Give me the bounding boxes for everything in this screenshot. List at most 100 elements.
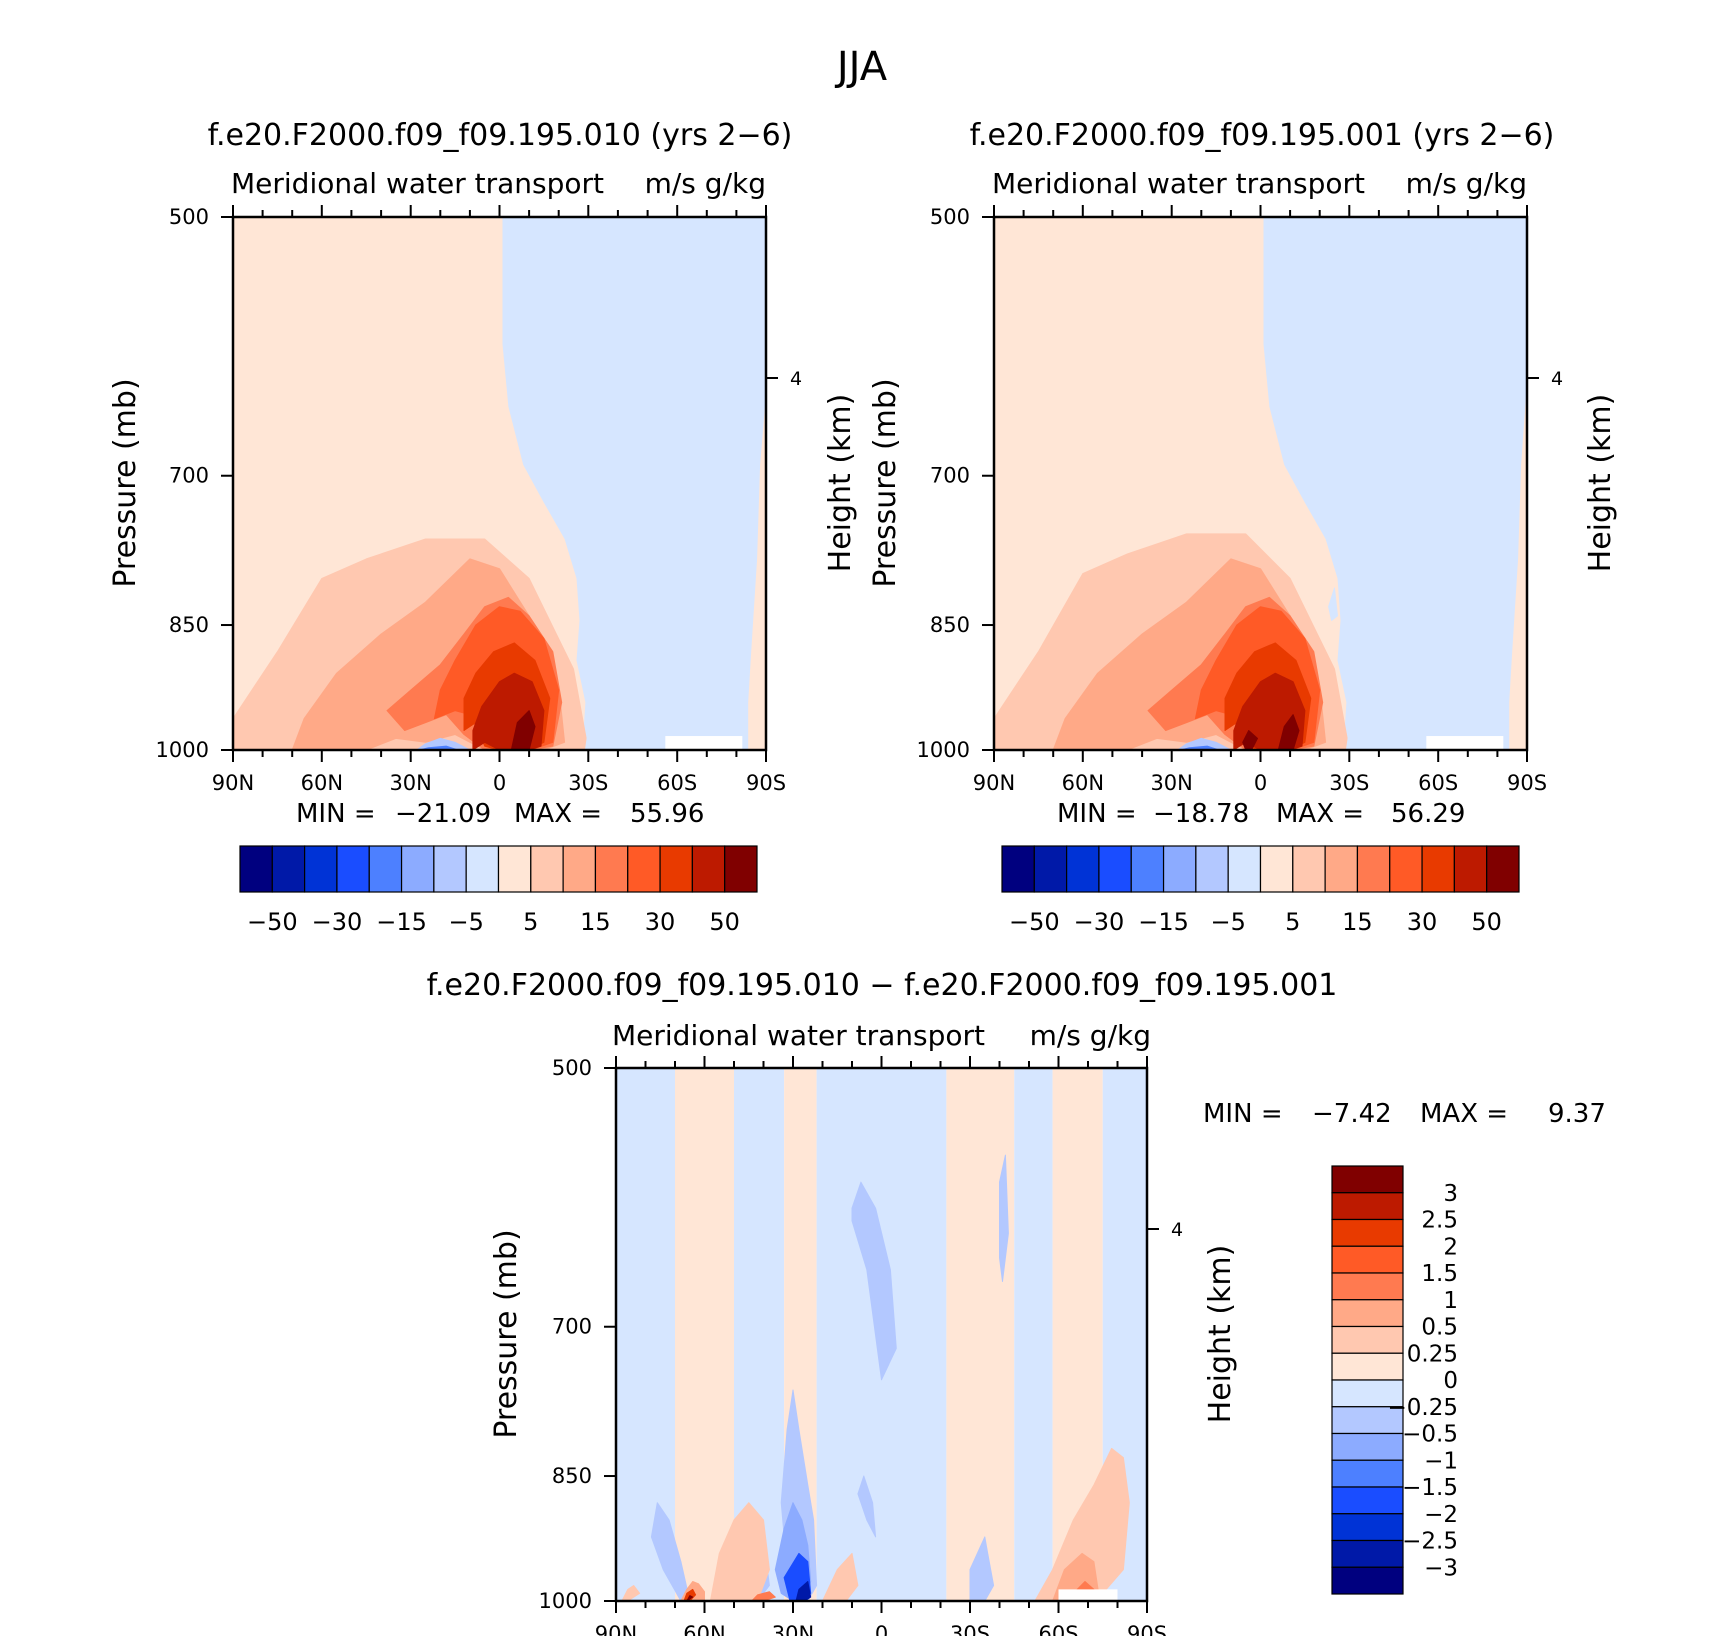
colorbar-box bbox=[1421, 845, 1455, 893]
contour-band bbox=[616, 1068, 675, 1601]
contour-region bbox=[686, 1595, 694, 1602]
colorbar-label: −1 bbox=[1424, 1448, 1458, 1474]
contour-band bbox=[675, 1068, 734, 1601]
panel-right-title: m/s g/kg bbox=[645, 167, 766, 200]
y-tick-label: 850 bbox=[930, 613, 970, 637]
panel-subtitle: f.e20.F2000.f09_f09.195.001 (yrs 2−6) bbox=[970, 118, 1555, 153]
stats-max: 56.29 bbox=[1391, 799, 1465, 829]
stats-min-label: MIN = bbox=[1203, 1099, 1283, 1129]
x-tick-label: 30N bbox=[772, 1622, 814, 1636]
colorbar-box bbox=[1331, 1218, 1404, 1247]
colorbar-label: −5 bbox=[1210, 908, 1245, 936]
colorbar-box bbox=[1324, 845, 1359, 893]
colorbar-box bbox=[271, 845, 306, 893]
x-tick-label: 60S bbox=[657, 771, 697, 795]
colorbar-box bbox=[1331, 1513, 1404, 1542]
x-tick-label: 90N bbox=[212, 771, 254, 795]
x-tick-label: 0 bbox=[493, 771, 506, 795]
y2-axis-label: Height (km) bbox=[1583, 394, 1618, 573]
colorbar-label: 0.5 bbox=[1421, 1315, 1458, 1341]
colorbar-label: −5 bbox=[448, 908, 483, 936]
colorbar-label: 30 bbox=[1407, 908, 1438, 936]
colorbar-box bbox=[1292, 845, 1326, 893]
stats-max: 55.96 bbox=[630, 799, 704, 829]
stats-min-label: MIN = bbox=[296, 799, 376, 829]
colorbar-label: 0 bbox=[1443, 1368, 1458, 1394]
colorbar-box bbox=[1162, 845, 1197, 893]
colorbar-label: −2.5 bbox=[1402, 1529, 1458, 1555]
colorbar-box bbox=[562, 845, 597, 893]
x-tick-label: 30S bbox=[1329, 771, 1369, 795]
x-tick-label: 90N bbox=[973, 771, 1015, 795]
x-tick-label: 90S bbox=[1127, 1622, 1167, 1636]
colorbar-label: −0.25 bbox=[1388, 1395, 1458, 1421]
panel-left-title: Meridional water transport bbox=[612, 1019, 985, 1052]
panel-right-title: m/s g/kg bbox=[1030, 1019, 1151, 1052]
figure-title: JJA bbox=[834, 44, 888, 90]
contour-band bbox=[1014, 1068, 1053, 1601]
colorbar-box bbox=[691, 845, 726, 893]
x-tick-label: 60N bbox=[301, 771, 343, 795]
colorbar-label: −1.5 bbox=[1402, 1475, 1458, 1501]
panel-right-title: m/s g/kg bbox=[1406, 167, 1527, 200]
colorbar-box bbox=[1331, 1379, 1404, 1408]
panel-subtitle: f.e20.F2000.f09_f09.195.010 (yrs 2−6) bbox=[208, 118, 793, 153]
colorbar-box bbox=[1331, 1192, 1404, 1221]
colorbar-box bbox=[497, 845, 532, 893]
colorbar-box bbox=[530, 845, 564, 893]
missing-data bbox=[665, 736, 743, 750]
colorbar-label: −15 bbox=[1138, 908, 1189, 936]
colorbar-box bbox=[1331, 1566, 1404, 1595]
y-tick-label: 500 bbox=[930, 205, 970, 229]
colorbar-box bbox=[433, 845, 467, 893]
colorbar-label: 2.5 bbox=[1421, 1208, 1458, 1234]
colorbar-box bbox=[1098, 845, 1132, 893]
colorbar-label: −3 bbox=[1424, 1555, 1458, 1581]
colorbar-box bbox=[304, 845, 338, 893]
contour-region bbox=[581, 577, 592, 612]
colorbar-label: 0.25 bbox=[1407, 1341, 1458, 1367]
colorbar: −50 −30 −15 −5 5 15 30 50 bbox=[1001, 845, 1520, 936]
colorbar-box bbox=[239, 845, 273, 893]
y-tick-label: 1000 bbox=[156, 738, 209, 762]
x-tick-label: 30S bbox=[568, 771, 608, 795]
colorbar-label: 50 bbox=[709, 908, 740, 936]
y-tick-label: 700 bbox=[552, 1315, 592, 1339]
colorbar-box bbox=[659, 845, 693, 893]
colorbar-label: 50 bbox=[1471, 908, 1502, 936]
colorbar-box bbox=[1331, 1486, 1404, 1515]
y-tick-label: 500 bbox=[552, 1056, 592, 1080]
y-tick-label: 500 bbox=[169, 205, 209, 229]
colorbar-label: −30 bbox=[1074, 908, 1125, 936]
colorbar-box bbox=[1453, 845, 1488, 893]
colorbar-box bbox=[1066, 845, 1100, 893]
plot-area: 90N 60N 30N 0 30S 60S 90S 500 700 850 1000 4 bbox=[917, 205, 1563, 795]
x-tick-label: 60S bbox=[1418, 771, 1458, 795]
colorbar-box bbox=[1033, 845, 1068, 893]
colorbar-box bbox=[1259, 845, 1294, 893]
colorbar-box bbox=[1195, 845, 1229, 893]
colorbar-box bbox=[1331, 1459, 1404, 1488]
stats-max-label: MAX = bbox=[1276, 799, 1364, 829]
plot-area: 90N 60N 30N 0 30S 60S 90S 500 700 850 1000 4 bbox=[156, 205, 802, 795]
x-tick-label: 30N bbox=[1150, 771, 1192, 795]
colorbar-box bbox=[1331, 1539, 1404, 1568]
x-tick-label: 30N bbox=[389, 771, 431, 795]
x-tick-label: 30S bbox=[950, 1622, 990, 1636]
y-axis-label: Pressure (mb) bbox=[108, 378, 143, 587]
panel-left-title: Meridional water transport bbox=[992, 167, 1365, 200]
y2-axis-label: Height (km) bbox=[1203, 1245, 1238, 1424]
panel-left-title: Meridional water transport bbox=[231, 167, 604, 200]
colorbar-label: 15 bbox=[1342, 908, 1373, 936]
colorbar-box bbox=[1227, 845, 1262, 893]
contour-region bbox=[1328, 587, 1338, 621]
colorbar-box bbox=[1486, 845, 1520, 893]
colorbar-box bbox=[1331, 1432, 1404, 1461]
colorbar-box bbox=[1331, 1325, 1404, 1354]
contour-fill bbox=[1509, 382, 1527, 750]
y2-tick-label: 4 bbox=[1551, 368, 1563, 390]
colorbar-box bbox=[1331, 1245, 1404, 1274]
x-tick-label: 60S bbox=[1038, 1622, 1078, 1636]
contour-fill bbox=[748, 394, 766, 750]
x-tick-label: 90S bbox=[746, 771, 786, 795]
